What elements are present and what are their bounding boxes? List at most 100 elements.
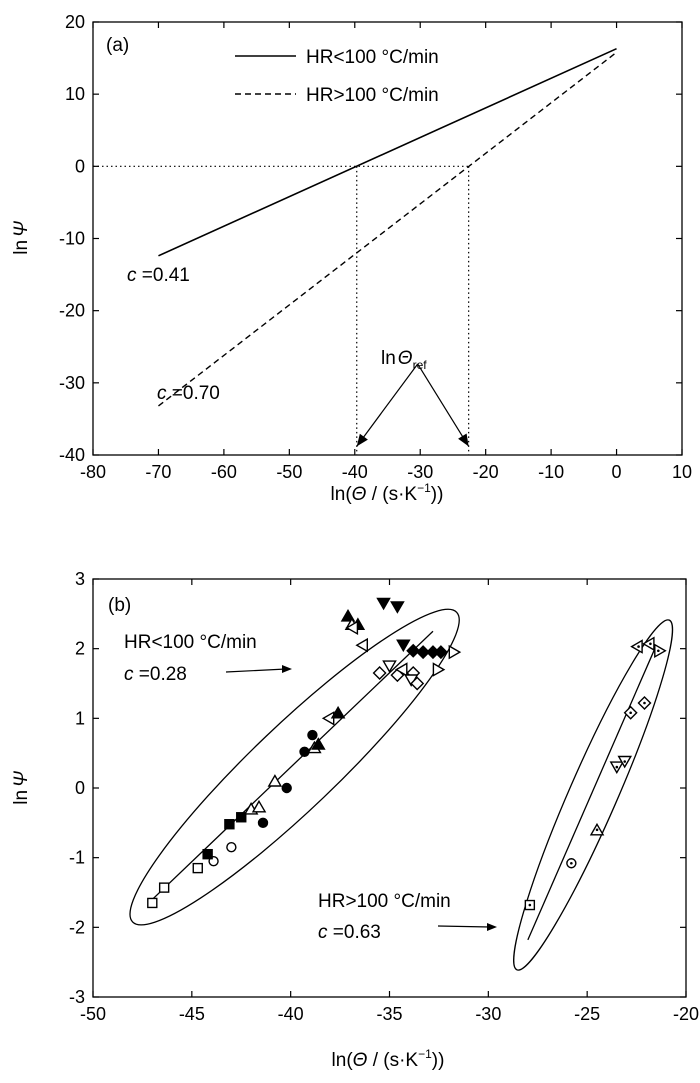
data-point-diamond-filled [416, 645, 431, 660]
y-axis-label-b: lnΨ [11, 770, 32, 805]
y-tick-label-b: 0 [75, 778, 85, 798]
y-tick-label-a: 10 [65, 84, 85, 104]
y-tick-label-a: -20 [59, 301, 85, 321]
legend-label-solid: HR<100 °C/min [306, 47, 439, 68]
data-point-triangle-filled [330, 705, 346, 719]
x-tick-label-a: -50 [276, 462, 302, 482]
data-point-diamond-filled [406, 643, 421, 658]
series-lines-a [158, 47, 617, 407]
data-point-triangle-left-open [394, 662, 408, 677]
data-point-center-dot [570, 861, 573, 865]
data-point-triangle-down-filled [396, 639, 411, 653]
x-tick-label-b: -35 [376, 1004, 402, 1024]
y-tick-label-b: -2 [69, 917, 85, 937]
slope-annotation-b1: c =0.28 [124, 664, 187, 685]
data-point-diamond-open [410, 676, 425, 691]
data-point-circle-filled [257, 817, 269, 829]
group-ellipse [513, 619, 674, 971]
x-tick-label-a: 0 [612, 462, 622, 482]
y-tick-label-b: 2 [75, 639, 85, 659]
data-point-triangle-open [267, 774, 283, 787]
data-point-triangle-right-open [432, 662, 446, 677]
y-tick-label-b: 1 [75, 708, 85, 728]
data-point-triangle-filled [311, 737, 326, 750]
data-point-triangle-left-open [355, 637, 368, 653]
x-axis-label-a: ln(Θ / (s·K−1)) [331, 481, 444, 505]
x-tick-label-a: -70 [145, 462, 171, 482]
x-axis-ticks-a: -80 -70 -60 -50 -40 -30 -20 -10 0 10 [80, 22, 692, 482]
data-point-square-filled [202, 848, 213, 860]
x-axis-label-b: ln(Θ / (s·K−1)) [332, 1047, 445, 1071]
slope-annotation-a2: c =0.70 [157, 383, 220, 404]
x-tick-label-a: 10 [672, 462, 692, 482]
fit-line [151, 630, 434, 900]
reference-lines-a [93, 165, 470, 455]
data-point-triangle-right-open [448, 644, 462, 660]
data-point-center-dot [657, 649, 660, 653]
panel-label-a: (a) [106, 35, 129, 56]
data-point-triangle-down-open [382, 660, 397, 673]
series-line-dashed [158, 51, 617, 407]
fit-line [527, 644, 657, 941]
data-point-triangle-open [251, 799, 267, 813]
ref-annotation: ln Θref [381, 348, 427, 372]
x-tick-label-a: -10 [538, 462, 564, 482]
data-point-center-dot [615, 765, 619, 769]
y-tick-label-b: 3 [75, 569, 85, 589]
x-tick-label-b: -30 [475, 1004, 501, 1024]
slope-annotation-a1: c =0.41 [127, 265, 190, 286]
y-tick-label-b: -3 [69, 987, 85, 1007]
x-tick-label-b: -25 [574, 1004, 600, 1024]
data-point-circle-filled [281, 782, 292, 794]
x-tick-label-a: -60 [211, 462, 237, 482]
arrow-low-hr [225, 665, 292, 673]
data-point-circle-filled [299, 746, 310, 757]
legend-label-dashed: HR>100 °C/min [306, 85, 439, 106]
x-tick-label-a: -30 [407, 462, 433, 482]
x-tick-label-a: -20 [473, 462, 499, 482]
data-point-square-open [192, 862, 203, 874]
group-ellipses [129, 608, 674, 971]
x-tick-label-b: -45 [179, 1004, 205, 1024]
y-axis-label-a: lnΨ [11, 220, 32, 255]
data-point-center-dot [623, 760, 627, 763]
y-axis-ticks-a: -40 -30 -20 -10 0 10 20 [59, 12, 682, 465]
y-axis-ticks-b: -3 -2 -1 0 1 2 3 [69, 569, 686, 1007]
data-point-center-dot [643, 701, 646, 705]
data-point-triangle-left-dot [642, 636, 655, 652]
data-point-square-filled [236, 812, 247, 823]
group-ellipse [129, 608, 460, 926]
arrow-high-hr [437, 923, 497, 931]
group-annotation-high-hr: HR>100 °C/min [318, 891, 451, 912]
y-tick-label-a: 0 [75, 156, 85, 176]
x-tick-label-b: -20 [673, 1004, 699, 1024]
data-point-square-open [158, 882, 170, 893]
y-tick-label-a: 20 [65, 12, 85, 32]
legend-a: HR<100 °C/min HR>100 °C/min [235, 47, 439, 106]
y-tick-label-b: -1 [69, 848, 85, 868]
data-point-triangle-left-dot [630, 639, 643, 654]
ref-arrow-head [458, 433, 469, 447]
x-tick-label-a: -80 [80, 462, 106, 482]
data-point-circle-filled [307, 729, 318, 741]
data-point-center-dot [629, 711, 632, 715]
panel-label-b: (b) [108, 595, 131, 616]
ref-arrows [356, 363, 470, 447]
ref-arrow-shaft [356, 363, 419, 447]
data-point-triangle-right-dot [654, 643, 667, 659]
x-tick-label-b: -40 [278, 1004, 304, 1024]
data-point-square-filled [224, 819, 235, 830]
data-point-circle-open [226, 842, 237, 853]
ref-arrow-shaft [417, 363, 470, 447]
data-point-diamond-filled [433, 645, 448, 660]
y-tick-label-a: -10 [59, 229, 85, 249]
ref-arrow-head [356, 433, 368, 447]
data-point-center-dot [649, 642, 652, 646]
fit-lines-b [151, 630, 657, 941]
series-line-solid [158, 47, 617, 257]
data-point-diamond-open [372, 666, 387, 681]
x-axis-ticks-b: -50 -45 -40 -35 -30 -25 -20 [80, 579, 699, 1024]
panel-b-scatter-chart: -3 -2 -1 0 1 2 3 -50 -45 -40 -35 -30 -25 -20 (b) HR<… [11, 569, 699, 1071]
